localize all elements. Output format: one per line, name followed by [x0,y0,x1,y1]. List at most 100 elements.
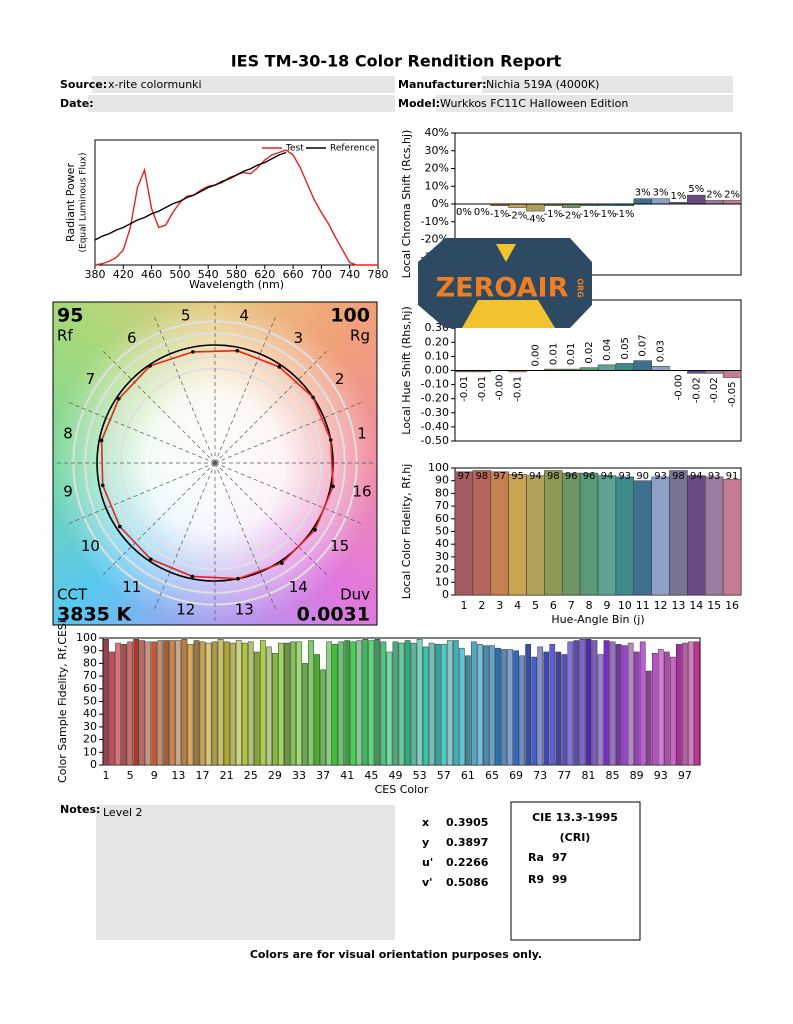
bar [567,641,574,766]
value-label: 96 [565,471,578,482]
value-label: 0% [474,207,490,218]
y-tick-label: 80 [435,486,449,499]
value-label: -2% [561,211,580,222]
bar [651,198,670,205]
x-tick-label: 540 [198,268,219,281]
r9-value: 99 [552,873,567,886]
value-label: 0.00 [530,344,541,366]
field-value: Wurkkos FC11C Halloween Edition [440,97,628,110]
bar [501,649,507,766]
bar [561,654,568,766]
bar [235,640,242,766]
bar [633,198,652,205]
x-tick-label: 500 [169,268,190,281]
bar [555,651,562,766]
chromaticity-value: 0.5086 [446,876,489,889]
bar [579,472,599,596]
bar [513,650,519,766]
bar [115,642,121,766]
x-tick-label: 660 [283,268,304,281]
notes-text: Level 2 [103,806,143,819]
series-line [94,151,287,241]
hue-bin-label: 13 [235,600,254,618]
y-tick-label: 20% [425,162,449,175]
y-tick-label: 20 [83,733,97,746]
chromaticity-label: u' [422,856,433,869]
hue-bin-label: 10 [81,537,100,555]
test-point [280,561,284,565]
bar [633,651,640,766]
x-tick-label: 89 [630,769,644,782]
bar [705,476,724,596]
bar [398,642,405,766]
y-tick-label: 10 [83,745,97,758]
x-tick-label: 1 [460,599,467,612]
bar [579,639,586,766]
value-label: 3% [653,188,669,199]
y-tick-label: -0.10 [421,378,449,391]
vector-frame [52,301,378,626]
bin-divider [214,401,363,464]
bar [410,642,417,766]
bar [175,640,182,766]
field-label: Model: [398,97,440,110]
bar [157,640,164,766]
test-point [236,576,240,581]
x-tick-label: 13 [671,599,685,612]
test-point [313,528,317,532]
y-tick-label: 70 [435,499,449,512]
value-label: -0.01 [459,376,470,402]
value-label: -0.02 [691,377,702,403]
bar [633,360,652,371]
value-label: 94 [690,471,703,482]
bar [621,645,628,766]
logo-sign [496,244,516,262]
chromaticity-value: 0.3897 [446,836,488,849]
value-label: 1% [671,191,687,202]
test-point [277,365,282,369]
x-tick-label: 17 [196,769,210,782]
test-point [191,350,195,354]
bar [308,640,314,766]
bar [645,670,652,766]
test-point [148,557,153,561]
y-tick-label: -0.40 [421,420,449,433]
x-tick-label: 6 [550,599,557,612]
hue-bin-label: 16 [352,483,371,501]
cri-box [510,801,641,941]
test-point [118,524,122,529]
value-label: 98 [547,471,560,482]
bar [181,639,188,766]
field-box [482,76,733,93]
bar [477,644,483,766]
bar [597,654,604,766]
x-tick-label: 37 [316,769,330,782]
value-label: 98 [672,471,685,482]
x-tick-label: 700 [311,268,332,281]
y-tick-label: 100 [76,631,97,644]
value-label: -1% [490,209,509,220]
bin-divider [102,350,216,464]
bin-divider [153,462,216,611]
rf-value: 95 [57,305,83,327]
legend-label: Test [285,144,304,154]
y-axis-label: Local Hue Shift (Rhs,hj) [400,306,413,434]
bar [544,470,563,596]
y-tick-label: 20 [435,563,449,576]
y-axis-label: Radiant Power [64,163,77,242]
value-label: -0.00 [495,375,506,401]
value-label: 2% [724,189,740,200]
bar [651,476,670,596]
hue-bin-label: 3 [293,329,303,347]
bar [470,641,477,766]
y-tick-label: 0% [432,197,449,210]
value-label: 0.02 [584,341,595,363]
y-tick-label: 0.20 [425,335,450,348]
bar [223,641,230,766]
x-tick-label: 93 [654,769,668,782]
chromaticity-label: y [422,836,429,849]
bar [705,200,724,205]
hue-bin-label: 12 [176,600,195,618]
bar [562,203,581,208]
